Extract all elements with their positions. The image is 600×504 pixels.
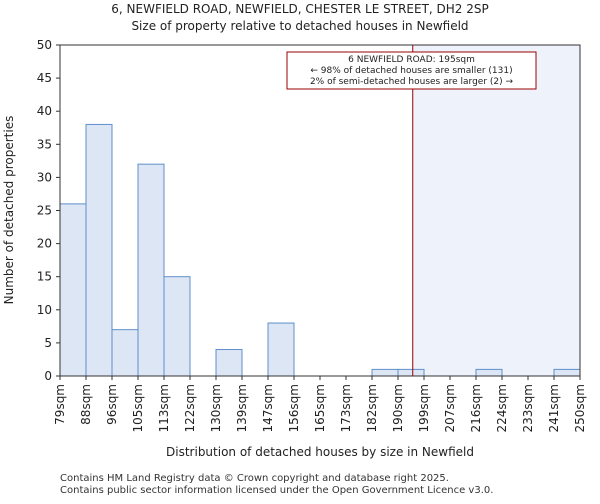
x-tick-label-88sqm: 88sqm bbox=[79, 384, 93, 425]
x-axis-ticks: 79sqm 88sqm 96sqm 105sqm 113sqm 122sqm 130sqm 1… bbox=[53, 376, 587, 432]
x-tick-label-216sqm: 216sqm bbox=[469, 384, 483, 432]
footer-line-1: Contains HM Land Registry data © Crown c… bbox=[60, 473, 449, 484]
x-tick-label-113sqm: 113sqm bbox=[157, 384, 171, 432]
bar-79sqm bbox=[59, 203, 87, 377]
y-tick-label-5: 5 bbox=[44, 336, 52, 350]
annotation-line-1: 6 NEWFIELD ROAD: 195sqm bbox=[348, 55, 475, 65]
y-tick-label-40: 40 bbox=[37, 104, 52, 118]
x-tick-label-96sqm: 96sqm bbox=[105, 384, 119, 425]
highlight-region bbox=[412, 45, 580, 376]
y-tick-label-15: 15 bbox=[37, 270, 52, 284]
bar-241sqm bbox=[553, 368, 581, 377]
bar-147sqm bbox=[267, 322, 295, 377]
y-tick-label-0: 0 bbox=[44, 369, 52, 383]
bar-96sqm bbox=[111, 329, 139, 377]
bar-216sqm bbox=[475, 368, 503, 377]
y-tick-label-10: 10 bbox=[37, 303, 52, 317]
footer-line-2: Contains public sector information licen… bbox=[60, 485, 494, 496]
x-tick-label-105sqm: 105sqm bbox=[131, 384, 145, 432]
bar-182sqm bbox=[371, 368, 399, 377]
x-tick-label-182sqm: 182sqm bbox=[365, 384, 379, 432]
x-tick-label-122sqm: 122sqm bbox=[183, 384, 197, 432]
x-tick-label-233sqm: 233sqm bbox=[521, 384, 535, 432]
x-tick-label-250sqm: 250sqm bbox=[573, 384, 587, 432]
y-tick-label-25: 25 bbox=[37, 204, 52, 218]
y-tick-label-30: 30 bbox=[37, 170, 52, 184]
chart-subtitle: Size of property relative to detached ho… bbox=[131, 19, 468, 33]
bar-130sqm bbox=[215, 349, 243, 377]
x-tick-label-139sqm: 139sqm bbox=[235, 384, 249, 432]
y-tick-label-35: 35 bbox=[37, 137, 52, 151]
x-tick-label-224sqm: 224sqm bbox=[495, 384, 509, 432]
bars bbox=[59, 123, 581, 377]
annotation-line-3: 2% of semi-detached houses are larger (2… bbox=[310, 77, 514, 87]
marker-annotation: 6 NEWFIELD ROAD: 195sqm ← 98% of detache… bbox=[286, 51, 537, 90]
x-tick-label-165sqm: 165sqm bbox=[313, 384, 327, 432]
x-tick-label-130sqm: 130sqm bbox=[209, 384, 223, 432]
x-tick-label-207sqm: 207sqm bbox=[443, 384, 457, 432]
y-tick-label-50: 50 bbox=[37, 38, 52, 52]
annotation-line-2: ← 98% of detached houses are smaller (13… bbox=[310, 66, 512, 76]
plot-frame bbox=[59, 44, 581, 377]
bar-113sqm bbox=[163, 276, 191, 377]
bar-105sqm bbox=[137, 163, 165, 377]
chart-title: 6, NEWFIELD ROAD, NEWFIELD, CHESTER LE S… bbox=[111, 2, 488, 16]
x-tick-label-79sqm: 79sqm bbox=[53, 384, 67, 425]
y-axis-label: Number of detached properties bbox=[2, 116, 16, 305]
x-tick-label-147sqm: 147sqm bbox=[261, 384, 275, 432]
x-axis-label: Distribution of detached houses by size … bbox=[166, 445, 474, 459]
x-tick-label-241sqm: 241sqm bbox=[547, 384, 561, 432]
bar-190sqm bbox=[397, 368, 425, 377]
x-tick-label-173sqm: 173sqm bbox=[339, 384, 353, 432]
y-axis-ticks: 0 5 10 15 20 25 30 35 40 45 50 bbox=[37, 38, 60, 383]
x-tick-label-199sqm: 199sqm bbox=[417, 384, 431, 432]
bar-88sqm bbox=[85, 123, 113, 377]
y-tick-label-20: 20 bbox=[37, 237, 52, 251]
y-tick-label-45: 45 bbox=[37, 71, 52, 85]
annotation-box bbox=[286, 51, 537, 90]
x-tick-label-190sqm: 190sqm bbox=[391, 384, 405, 432]
x-tick-label-156sqm: 156sqm bbox=[287, 384, 301, 432]
